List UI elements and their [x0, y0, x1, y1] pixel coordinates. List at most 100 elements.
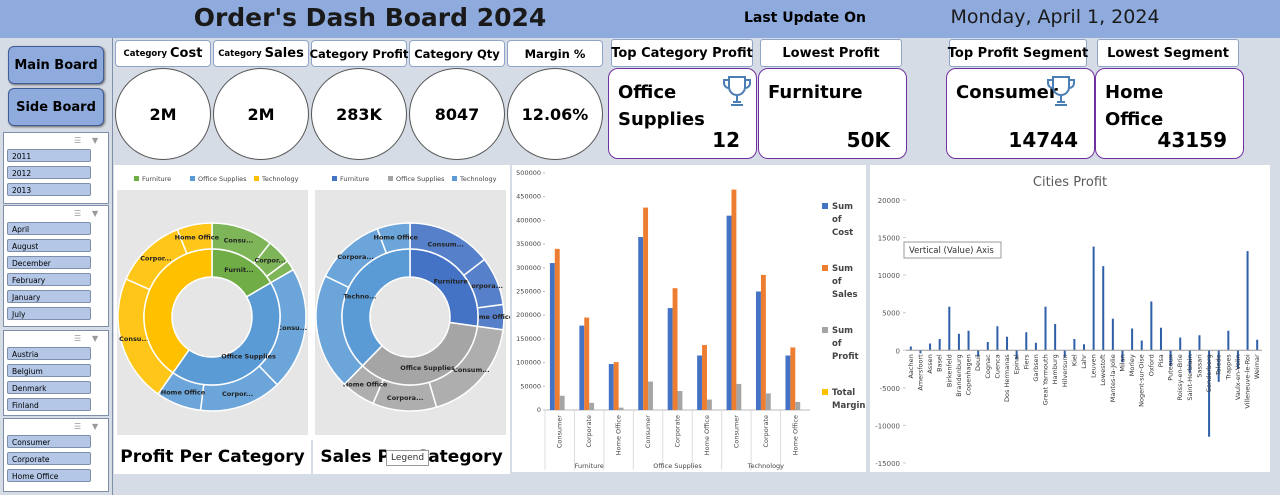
category-label: Furniture	[434, 278, 469, 286]
card-value: 12	[712, 128, 740, 152]
segment-label: Corpora...	[387, 394, 424, 402]
slicer-item[interactable]: Belgium	[7, 364, 91, 377]
info-card: Office Supplies 12	[608, 68, 757, 159]
segment-label: Consu...	[119, 335, 149, 343]
bar	[648, 381, 653, 410]
bar	[1179, 337, 1182, 351]
slicer-item[interactable]: Finland	[7, 398, 91, 411]
x-tick-label: Dos Hermanas	[1003, 354, 1011, 402]
filter-icon[interactable]: ☰	[74, 209, 82, 218]
slicer-item[interactable]: Home Office	[7, 469, 91, 482]
kpi-label-text: Sales	[264, 46, 304, 61]
legend-label: Technology	[261, 175, 299, 183]
bar	[760, 274, 766, 410]
kpi-label: Category Profit	[309, 40, 409, 67]
card-value: 50K	[846, 128, 890, 152]
slicer-item[interactable]: February	[7, 273, 91, 286]
nav-button[interactable]: Side Board	[8, 88, 104, 126]
card-label: Top Category Profit	[611, 39, 753, 67]
slicer-item[interactable]: 2013	[7, 183, 91, 196]
filter-icon[interactable]: ☰	[74, 136, 82, 145]
bar	[1217, 350, 1220, 382]
card-name: Office Supplies	[618, 82, 705, 130]
bar	[559, 395, 565, 410]
bar	[608, 364, 614, 410]
update-date: Monday, April 1, 2024	[950, 6, 1160, 28]
segment-label: Corpor...	[222, 390, 253, 398]
slicer-item[interactable]: Austria	[7, 347, 91, 360]
trophy-icon	[1046, 75, 1076, 113]
x-tick-label: Oxford	[1147, 354, 1155, 376]
kpi-label: Margin %	[507, 40, 603, 67]
nav-button[interactable]: Main Board	[8, 46, 104, 84]
bar-chart: 0 50000 100000 150000 200000 250000 300000 3500…	[512, 165, 866, 472]
x-tick-label: Weimar	[1253, 354, 1261, 379]
clear-filter-icon[interactable]: ▼	[92, 422, 99, 431]
filter-icon[interactable]: ☰	[74, 422, 82, 431]
slicer-item[interactable]: July	[7, 307, 91, 320]
slicer-item[interactable]: 2011	[7, 149, 91, 162]
x-tick-label: Sassari	[1195, 354, 1203, 378]
kpi-label-small: Category	[218, 48, 262, 59]
bar	[706, 399, 712, 410]
clear-filter-icon[interactable]: ▼	[92, 136, 99, 145]
slicer-item[interactable]: Consumer	[7, 435, 91, 448]
category-label: Techno...	[343, 293, 376, 301]
bar	[672, 288, 678, 410]
bar	[579, 325, 585, 410]
legend-swatch	[190, 176, 195, 181]
x-tick-label: Cuenca	[993, 354, 1001, 378]
cities-chart: Cities Profit -15000 -10000 -5000 0 5000 10000…	[870, 165, 1270, 472]
legend-swatch	[134, 176, 139, 181]
x-tick-label: Corporate	[762, 415, 770, 448]
bar	[919, 350, 922, 354]
x-tick-label: Trappes	[1224, 354, 1232, 381]
bar	[731, 189, 737, 410]
x-tick-label: Sonderborg	[1205, 354, 1213, 392]
kpi-value: 8047	[409, 68, 505, 160]
bar	[1140, 340, 1143, 351]
slicer: ☰ ▼ Austria Belgium Denmark Finland	[3, 330, 109, 416]
y-tick-label: 15000	[878, 235, 900, 243]
tooltip-box	[903, 241, 1002, 259]
filter-icon[interactable]: ☰	[74, 334, 82, 343]
slicer-item[interactable]: December	[7, 256, 91, 269]
x-tick-label: Mantes-la-Jolie	[1109, 354, 1117, 402]
bar	[785, 355, 791, 410]
clear-filter-icon[interactable]: ▼	[92, 209, 99, 218]
sunburst-inner-segment	[171, 281, 281, 386]
x-tick-label: Birkenfeld	[945, 354, 953, 387]
bar	[1092, 246, 1095, 351]
y-tick-label: 0	[537, 406, 541, 414]
x-tick-label: Great Yarmouth	[1042, 354, 1050, 405]
slicer-item[interactable]: Corporate	[7, 452, 91, 465]
sunburst-hole	[371, 278, 449, 356]
legend-label: Total Margin	[832, 388, 865, 411]
x-tick-label: Lahr	[1080, 354, 1088, 369]
bar	[1188, 350, 1191, 373]
bar	[1169, 350, 1172, 367]
x-tick-label: Basel	[936, 354, 944, 372]
slicer-item[interactable]: April	[7, 222, 91, 235]
segment-label: Home Office	[161, 389, 206, 397]
slicer-item[interactable]: August	[7, 239, 91, 252]
card-value: 43159	[1157, 128, 1227, 152]
segment-label: Consu...	[277, 324, 307, 332]
x-tick-label: Fiers	[1022, 354, 1030, 370]
y-tick-label: 250000	[516, 288, 541, 296]
slicer-item[interactable]: January	[7, 290, 91, 303]
bar	[977, 350, 980, 357]
slicer-item[interactable]: Denmark	[7, 381, 91, 394]
x-tick-label: Hamburg	[1051, 354, 1059, 384]
bar	[957, 333, 960, 351]
segment-label: Home Office	[374, 233, 419, 241]
bar	[1083, 344, 1085, 351]
bar	[765, 393, 771, 410]
bar	[702, 345, 707, 410]
clear-filter-icon[interactable]: ▼	[92, 334, 99, 343]
kpi-label-text: Category Profit	[309, 46, 409, 61]
bar	[1198, 335, 1201, 351]
tooltip: Legend	[386, 450, 430, 466]
slicer-item[interactable]: 2012	[7, 166, 91, 179]
segment-label: Corpor...	[140, 255, 171, 263]
